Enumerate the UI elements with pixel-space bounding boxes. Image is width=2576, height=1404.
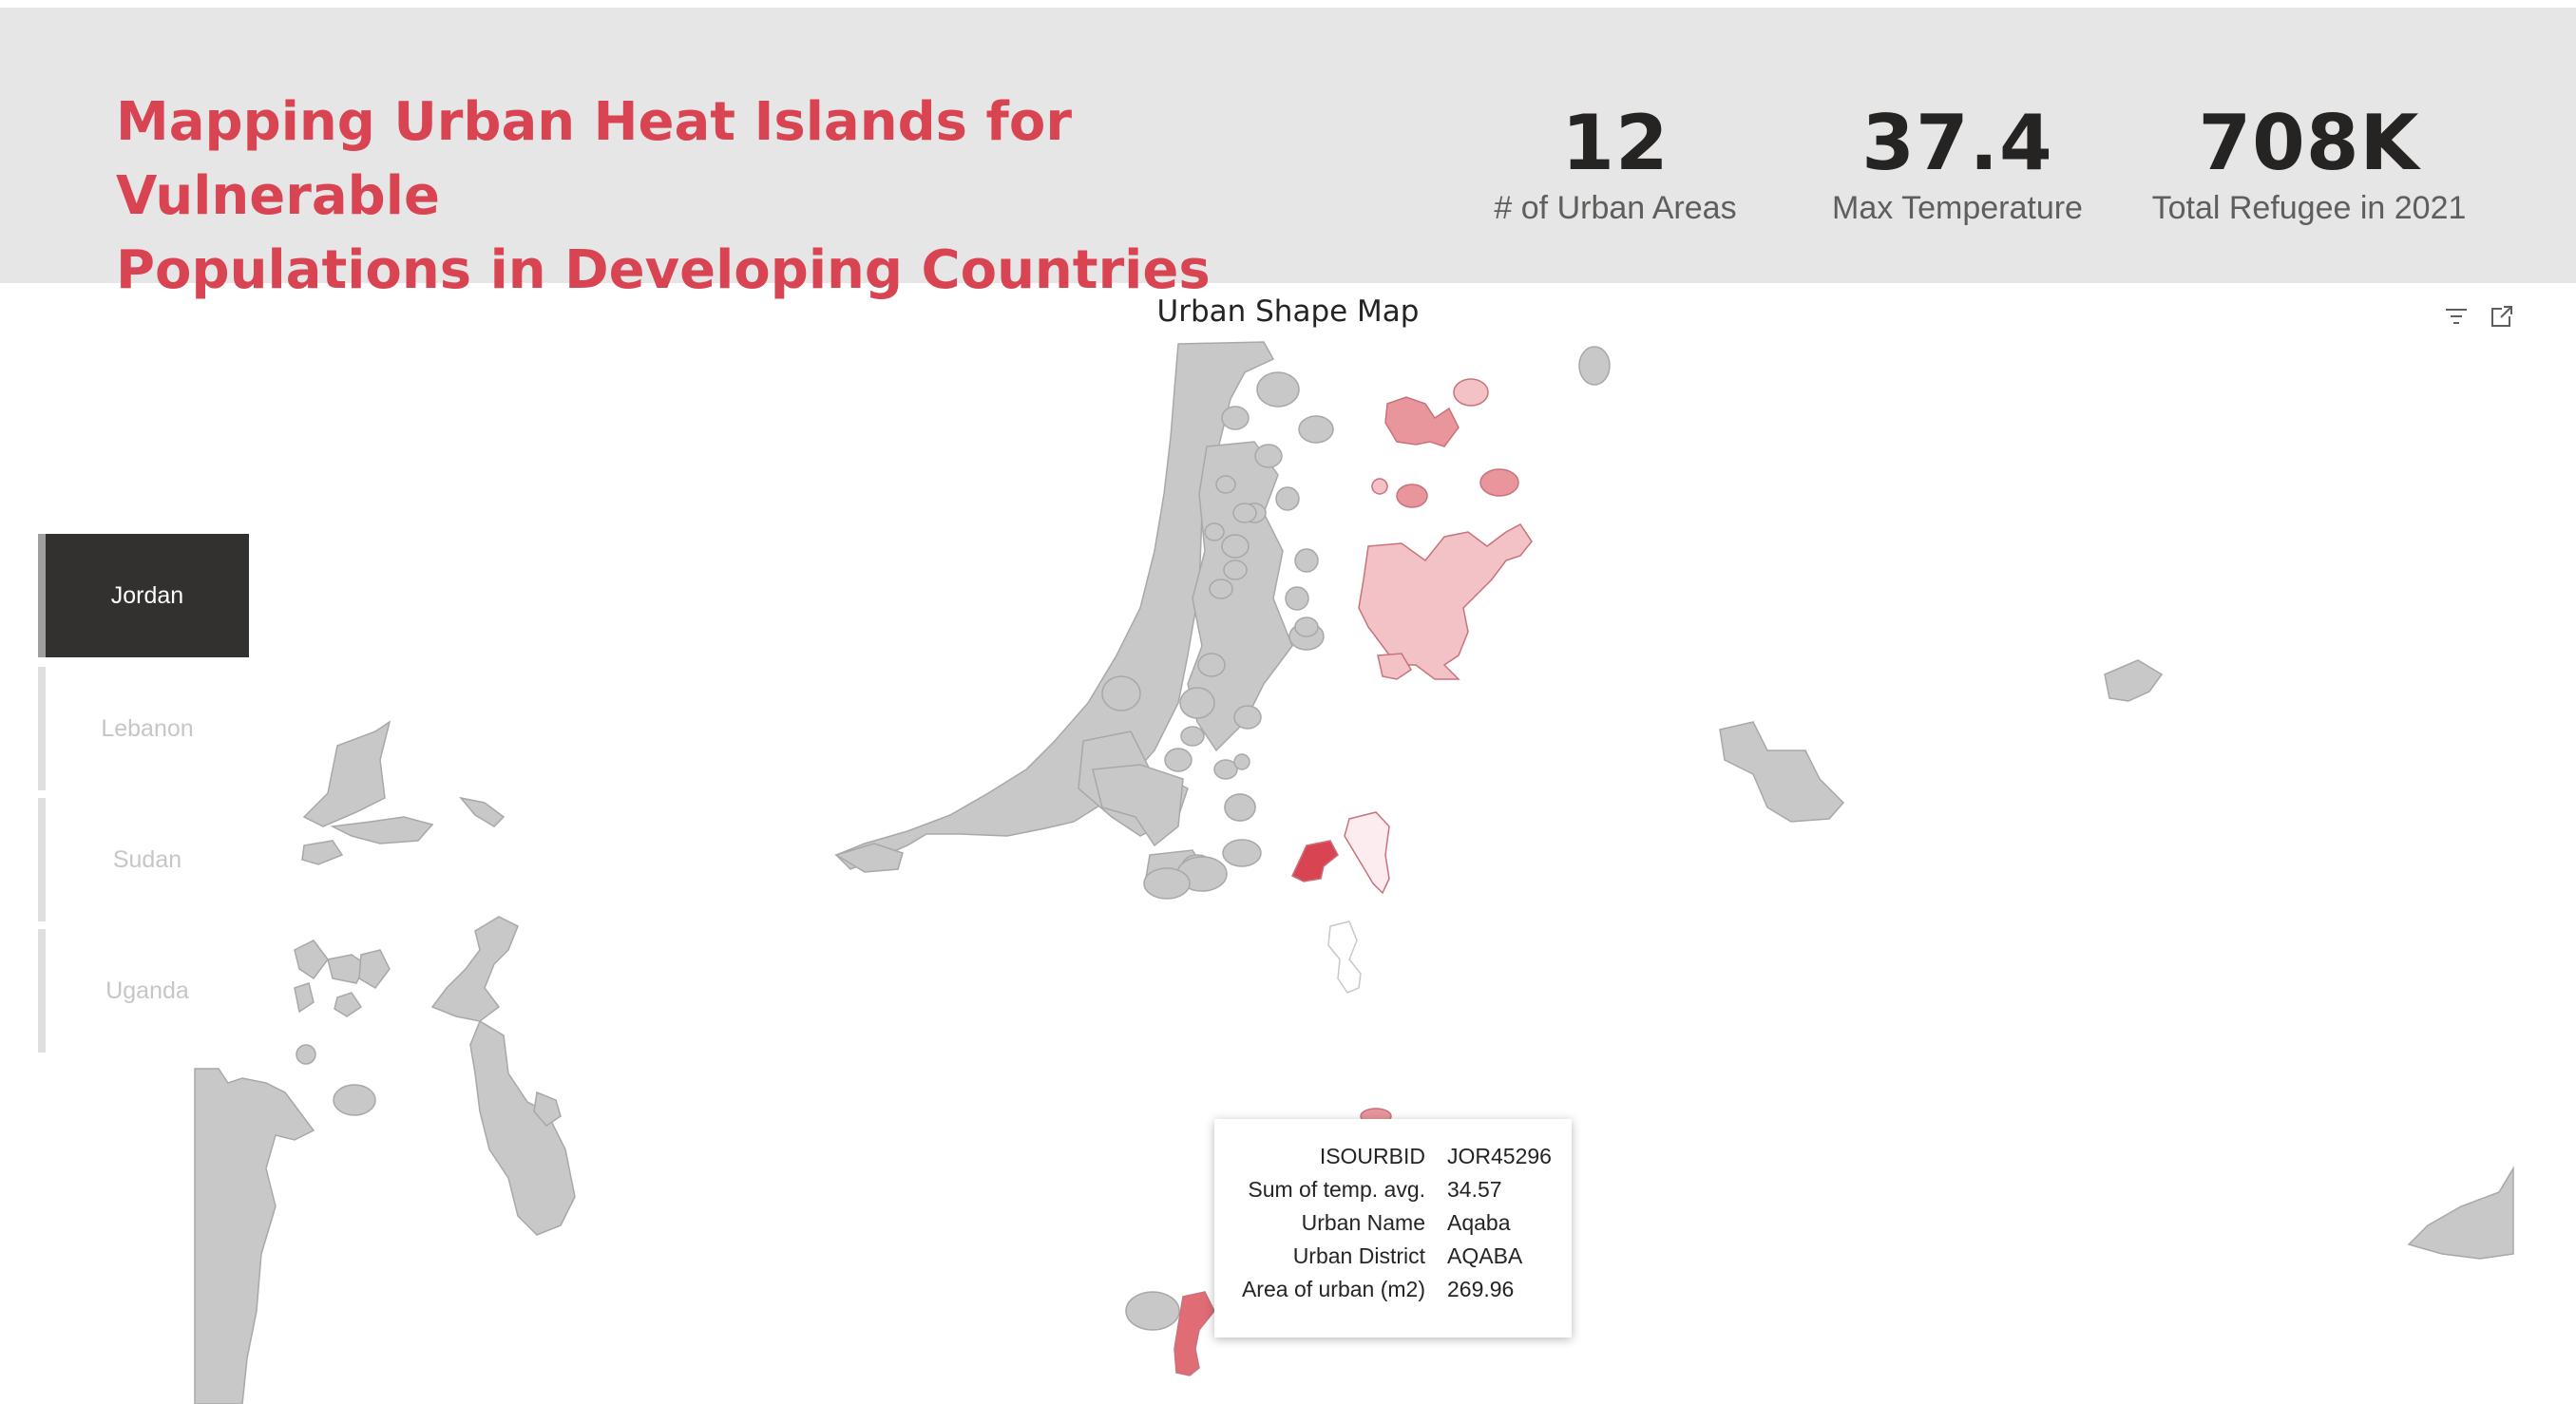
kpi-label: # of Urban Areas [1494,190,1737,226]
urban-shapes-highlighted [1174,378,1533,1376]
urban-shape[interactable] [333,1084,376,1116]
tooltip-key: Area of urban (m2) [1241,1277,1425,1301]
slicer-option-uganda[interactable]: Uganda [38,929,249,1053]
urban-shape[interactable] [533,1091,562,1127]
urban-shape[interactable] [2104,659,2164,702]
urban-shape[interactable] [1275,486,1300,511]
urban-shape[interactable] [1092,764,1184,847]
urban-shape[interactable] [1164,748,1193,772]
tooltip-key: Urban District [1292,1243,1425,1268]
urban-shape[interactable] [1213,759,1238,780]
urban-shape[interactable] [1578,346,1611,386]
slicer-option-lebanon[interactable]: Lebanon [38,667,249,790]
urban-shape[interactable] [1294,548,1319,573]
urban-shape[interactable] [1298,415,1334,444]
slicer-option-sudan[interactable]: Sudan [38,798,249,921]
tooltip-row: Sum of temp. avg. 34.57 [1214,1177,1572,1210]
urban-shape[interactable] [1254,444,1283,468]
urban-shape[interactable] [1344,811,1390,895]
urban-shape[interactable] [194,1068,315,1404]
kpi-label: Max Temperature [1832,190,2083,226]
map-title: Urban Shape Map [1156,294,1420,329]
map-tooltip: ISOURBID JOR45296 Sum of temp. avg. 34.5… [1214,1119,1572,1338]
urban-shape[interactable] [1453,378,1489,407]
urban-shape[interactable] [294,939,329,980]
urban-shape[interactable] [469,1019,576,1236]
urban-shape[interactable] [1327,920,1362,994]
kpi-card-urban-areas: 12 # of Urban Areas [1435,101,1796,227]
urban-shape[interactable] [1371,478,1388,495]
urban-shape[interactable] [302,720,391,827]
kpi-card-max-temperature: 37.4 Max Temperature [1777,101,2138,227]
urban-shape[interactable] [1291,840,1339,882]
kpi-value: 12 [1561,99,1670,187]
urban-shape[interactable] [1221,534,1250,559]
report-header: Mapping Urban Heat Islands for Vulnerabl… [0,8,2576,301]
urban-shape[interactable] [1179,687,1215,719]
urban-shape[interactable] [1719,721,1845,823]
tooltip-key: ISOURBID [1319,1144,1425,1168]
urban-shape[interactable] [1222,839,1262,867]
tooltip-row: Area of urban (m2) 269.96 [1214,1277,1572,1310]
urban-shapes-base [194,341,2514,1404]
urban-shape[interactable] [1233,705,1262,730]
urban-shape[interactable] [1223,560,1248,580]
urban-shape[interactable] [334,992,363,1017]
tooltip-row: ISOURBID JOR45296 [1214,1144,1572,1177]
urban-shape[interactable] [1479,468,1519,497]
urban-shape[interactable] [1204,522,1225,541]
kpi-value: 708K [2198,99,2420,187]
urban-shape[interactable] [1294,617,1319,637]
filter-icon[interactable] [2442,302,2471,331]
urban-shape[interactable] [1377,653,1413,680]
urban-shape[interactable] [1101,675,1141,711]
urban-shape[interactable] [1125,1291,1180,1331]
urban-shape[interactable] [1384,396,1460,447]
urban-shape[interactable] [1232,503,1257,523]
urban-shape[interactable] [1197,653,1226,677]
urban-shape[interactable] [1233,753,1250,770]
urban-shape[interactable] [1256,371,1300,408]
title-line-2: Populations in Developing Countries [116,239,1211,301]
urban-shape[interactable] [330,816,434,844]
urban-shape-map[interactable] [0,332,2576,1404]
tooltip-value: 269.96 [1447,1277,1515,1301]
tooltip-value: 34.57 [1447,1177,1502,1202]
urban-shape[interactable] [1396,484,1428,508]
urban-shape[interactable] [430,916,519,1022]
tooltip-row: Urban District AQABA [1214,1243,1572,1277]
urban-shape[interactable] [1358,523,1533,680]
report-title: Mapping Urban Heat Islands for Vulnerabl… [116,85,1351,308]
urban-shape[interactable] [358,949,391,989]
tooltip-key: Urban Name [1301,1210,1425,1235]
urban-shape[interactable] [2407,1166,2514,1260]
urban-shape[interactable] [1143,867,1191,900]
kpi-value: 37.4 [1861,99,2053,187]
urban-shape[interactable] [1285,586,1309,611]
urban-shape[interactable] [1224,793,1256,822]
title-line-1: Mapping Urban Heat Islands for Vulnerabl… [116,91,1072,227]
slicer-option-jordan[interactable]: Jordan [38,534,249,657]
urban-shape[interactable] [1221,406,1250,430]
tooltip-row: Urban Name Aqaba [1214,1210,1572,1243]
focus-mode-icon[interactable] [2488,302,2516,331]
urban-shape[interactable] [296,1044,316,1065]
urban-shape[interactable] [459,796,506,827]
tooltip-value: AQABA [1447,1243,1523,1268]
kpi-card-total-refugee: 708K Total Refugee in 2021 [2128,101,2490,227]
urban-shape[interactable] [1209,579,1233,599]
urban-shape-aqaba[interactable] [1174,1291,1215,1376]
urban-shape[interactable] [301,840,344,865]
tooltip-value: Aqaba [1447,1210,1511,1235]
urban-shape[interactable] [294,982,315,1014]
tooltip-value: JOR45296 [1447,1144,1552,1168]
tooltip-key: Sum of temp. avg. [1248,1177,1425,1202]
urban-shape[interactable] [834,843,904,873]
kpi-label: Total Refugee in 2021 [2151,190,2467,226]
urban-shape[interactable] [1180,726,1205,747]
urban-shape[interactable] [1215,475,1236,494]
